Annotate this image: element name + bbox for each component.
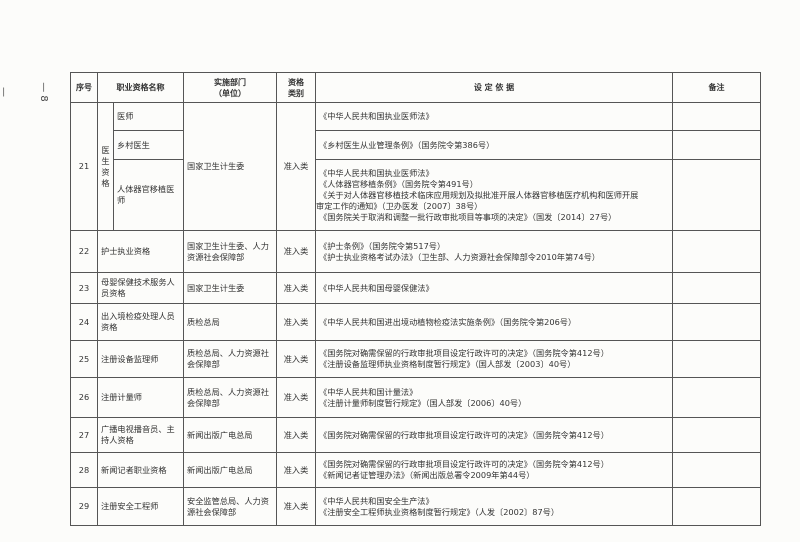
row-name: 医师 — [113, 102, 184, 131]
row-basis: 《中华人民共和国计量法》 《注册计量师制度暂行规定》（国人部发〔2006〕40号） — [315, 377, 673, 418]
row-category: 准入类 — [276, 377, 316, 418]
row-remarks — [672, 303, 761, 341]
header-remarks: 备注 — [672, 72, 761, 103]
table-row: 27 广播电视播音员、主持人资格 新闻出版广电总局 准入类 《国务院对确需保留的行政审批… — [70, 417, 761, 453]
row-remarks — [672, 272, 761, 304]
table-row: 23 母婴保健技术服务人员资格 国家卫生计生委 准入类 《中华人民共和国母婴保健法》 — [70, 272, 761, 304]
row-remarks — [672, 340, 761, 378]
table-row: 25 注册设备监理师 质检总局、人力资源社会保障部 准入类 《国务院对确需保留的行政审批… — [70, 340, 761, 378]
table-row: 21 医生资格 医师 国家卫生计生委 准入类 《中华人民共和国执业医师法》 — [70, 102, 761, 231]
row-name: 护士执业资格 — [97, 230, 184, 273]
row-dept: 新闻出版广电总局 — [183, 452, 277, 488]
row-no: 24 — [70, 303, 98, 341]
row-name: 注册设备监理师 — [97, 340, 184, 378]
row-category: 准入类 — [276, 272, 316, 304]
page-number: — 8 — — [0, 82, 49, 102]
basis-line: 《注册设备监理师执业资格制度暂行规定》（国人部发〔2003〕40号） — [319, 359, 576, 369]
row-remarks — [672, 417, 761, 453]
table-row: 22 护士执业资格 国家卫生计生委、人力资源社会保障部 准入类 《护士条例》（国务院令第… — [70, 230, 761, 273]
table-row: 人体器官移植医师 《中华人民共和国执业医师法》 《人体器官移植条例》（国务院令第4… — [71, 159, 761, 231]
row-remarks — [672, 159, 761, 231]
row-name: 广播电视播音员、主持人资格 — [97, 417, 184, 453]
basis-line: 《新闻记者证管理办法》（新闻出版总署令2009年第44号） — [319, 470, 535, 480]
basis-line: 《国务院对确需保留的行政审批项目设定行政许可的决定》（国务院令第412号） — [319, 459, 609, 469]
row-remarks — [672, 102, 761, 131]
row-name: 乡村医生 — [113, 130, 184, 160]
row-dept: 国家卫生计生委、人力资源社会保障部 — [183, 230, 277, 273]
row-category: 准入类 — [276, 417, 316, 453]
header-name: 职业资格名称 — [97, 72, 184, 103]
row-no: 28 — [70, 452, 98, 488]
row-basis: 《中华人民共和国执业医师法》 — [315, 102, 673, 131]
row-no: 29 — [70, 487, 98, 526]
row-remarks — [672, 377, 761, 418]
row-basis: 《中华人民共和国安全生产法》 《注册安全工程师执业资格制度暂行规定》（人发〔200… — [315, 487, 673, 526]
row-no: 27 — [70, 417, 98, 453]
row-dept: 新闻出版广电总局 — [183, 417, 277, 453]
row-basis: 《护士条例》（国务院令第517号） 《护士执业资格考试办法》（卫生部、人力资源社会… — [315, 230, 673, 273]
basis-line: 《中华人民共和国安全生产法》 — [319, 495, 434, 506]
basis-line: 《中华人民共和国进出境动植物检疫法实施条例》（国务院令第206号） — [319, 316, 577, 327]
row-remarks — [672, 230, 761, 273]
row-name: 人体器官移植医师 — [113, 159, 184, 231]
row-category: 准入类 — [276, 340, 316, 378]
qualification-table: 序号 职业资格名称 实施部门 （单位） 资格 类别 设 定 依 据 备注 21 医生… — [70, 72, 761, 526]
basis-line: 《中华人民共和国计量法》 — [319, 386, 418, 397]
row-dept: 质检总局、人力资源社会保障部 — [183, 340, 277, 378]
table-row: 乡村医生 《乡村医生从业管理条例》（国务院令第386号） — [71, 130, 761, 160]
header-category: 资格 类别 — [276, 72, 316, 103]
row-dept: 国家卫生计生委 — [183, 272, 277, 304]
row-no: 25 — [70, 340, 98, 378]
row-category: 准入类 — [276, 303, 316, 341]
header-row: 序号 职业资格名称 实施部门 （单位） 资格 类别 设 定 依 据 备注 — [70, 72, 761, 103]
row-basis: 《乡村医生从业管理条例》（国务院令第386号） — [315, 130, 673, 160]
row-category: 准入类 — [276, 230, 316, 273]
row-dept: 质检总局 — [183, 303, 277, 341]
row-name: 注册安全工程师 — [97, 487, 184, 526]
row-basis: 《国务院对确需保留的行政审批项目设定行政许可的决定》（国务院令第412号） 《注册… — [315, 340, 673, 378]
header-dept: 实施部门 （单位） — [183, 72, 277, 103]
table-row: 24 出入境检疫处理人员资格 质检总局 准入类 《中华人民共和国进出境动植物检疫法实施条… — [70, 303, 761, 341]
basis-line: 《护士执业资格考试办法》（卫生部、人力资源社会保障部令2010年第74号） — [319, 251, 600, 262]
row-no: 26 — [70, 377, 98, 418]
row-dept: 质检总局、人力资源社会保障部 — [183, 377, 277, 418]
row-name: 出入境检疫处理人员资格 — [97, 303, 184, 341]
row-remarks — [672, 487, 761, 526]
row-no: 22 — [70, 230, 98, 273]
basis-line: 《国务院对确需保留的行政审批项目设定行政许可的决定》（国务院令第412号） — [319, 429, 609, 440]
row-category: 准入类 — [276, 487, 316, 526]
table-row: 29 注册安全工程师 安全监管总局、人力资源社会保障部 准入类 《中华人民共和国安全生产… — [70, 487, 761, 526]
row-name: 母婴保健技术服务人员资格 — [97, 272, 184, 304]
row-remarks — [672, 130, 761, 160]
basis-line: 《注册计量师制度暂行规定》（国人部发〔2006〕40号） — [319, 397, 527, 408]
header-basis: 设 定 依 据 — [315, 72, 673, 103]
header-no: 序号 — [70, 72, 98, 103]
row-basis: 《中华人民共和国执业医师法》 《人体器官移植条例》（国务院令第491号） 《关于对人… — [315, 159, 673, 231]
row-category: 准入类 — [276, 102, 316, 231]
row-name: 注册计量师 — [97, 377, 184, 418]
row-dept: 安全监管总局、人力资源社会保障部 — [183, 487, 277, 526]
basis-line: 《国务院对确需保留的行政审批项目设定行政许可的决定》（国务院令第412号） — [319, 348, 609, 358]
basis-line: 《中华人民共和国母婴保健法》 — [319, 282, 434, 293]
row-name: 新闻记者职业资格 — [97, 452, 184, 488]
row-category: 准入类 — [276, 452, 316, 488]
row-no: 21 — [70, 102, 98, 231]
row-basis: 《中华人民共和国母婴保健法》 — [315, 272, 673, 304]
row-no: 23 — [70, 272, 98, 304]
basis-line: 《注册安全工程师执业资格制度暂行规定》（人发〔2002〕87号） — [319, 506, 560, 517]
row-remarks — [672, 452, 761, 488]
row-basis: 《中华人民共和国进出境动植物检疫法实施条例》（国务院令第206号） — [315, 303, 673, 341]
row-basis: 《国务院对确需保留的行政审批项目设定行政许可的决定》（国务院令第412号） — [315, 417, 673, 453]
row-dept: 国家卫生计生委 — [183, 102, 277, 231]
row-basis: 《国务院对确需保留的行政审批项目设定行政许可的决定》（国务院令第412号） 《新闻… — [315, 452, 673, 488]
table-row: 26 注册计量师 质检总局、人力资源社会保障部 准入类 《中华人民共和国计量法》 《注册计… — [70, 377, 761, 418]
group-name: 医生资格 — [97, 102, 114, 231]
table-row: 28 新闻记者职业资格 新闻出版广电总局 准入类 《国务院对确需保留的行政审批项目设定行… — [70, 452, 761, 488]
basis-line: 《护士条例》（国务院令第517号） — [319, 240, 446, 251]
